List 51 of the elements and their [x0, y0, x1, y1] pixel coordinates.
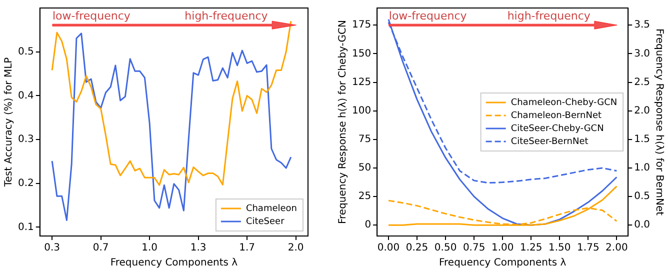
x-tick-label: 0.00: [377, 242, 400, 254]
y2-axis-title: Frequency Response h(λ) for BernNet: [653, 28, 664, 216]
x-axis-title: Frequency Components λ: [110, 258, 238, 269]
y-tick-label: 75: [358, 134, 372, 146]
y-tick-label: 50: [358, 162, 372, 174]
legend-label: Chameleon-Cheby-GCN: [510, 98, 618, 108]
legend-label: CiteSeer-BernNet: [510, 136, 589, 147]
x-tick-label: 1.50: [548, 242, 571, 254]
y2-tick-label: 2.5: [634, 76, 650, 88]
y-tick-label: 125: [352, 76, 372, 88]
y2-tick-label: 0.5: [634, 191, 650, 202]
legend-label: Chameleon-BernNet: [510, 110, 602, 121]
y-axis-title: Frequency Response h(λ) for Cheby-GCN: [338, 20, 349, 224]
x-tick-label: 0.3: [44, 242, 60, 254]
annotation: high-frequency: [507, 9, 591, 22]
annotation: high-frequency: [184, 9, 268, 22]
x-tick-label: 1.0: [142, 242, 158, 254]
annotation: low-frequency: [388, 9, 468, 22]
y2-tick-label: 1.5: [634, 134, 650, 146]
x-tick-label: 0.7: [92, 242, 109, 254]
y-tick-label: 0.3: [18, 134, 34, 146]
y-tick-label: 150: [352, 48, 372, 60]
legend-label: Chameleon: [246, 204, 298, 214]
y2-tick-label: 3.5: [634, 20, 650, 31]
x-tick-label: 0.25: [406, 242, 428, 254]
annotation: low-frequency: [52, 9, 131, 22]
y2-tick-label: 0.0: [634, 220, 650, 231]
y-tick-label: 0.2: [18, 178, 34, 189]
x-tick-label: 2.0: [288, 242, 304, 254]
x-tick-label: 1.7: [239, 242, 256, 254]
y-tick-label: 25: [358, 191, 372, 202]
y-tick-label: 0: [364, 220, 372, 231]
x-tick-label: 1.3: [190, 242, 206, 254]
y2-tick-label: 3.0: [634, 48, 650, 60]
y-tick-label: 0.5: [18, 46, 34, 58]
x-tick-label: 0.50: [434, 242, 457, 254]
x-tick-label: 1.75: [577, 242, 600, 254]
y-axis-title: Test Accuracy (%) for MLP: [4, 57, 15, 188]
x-tick-label: 1.25: [520, 242, 542, 254]
legend-label: CiteSeer: [246, 216, 285, 227]
y2-tick-label: 1.0: [634, 162, 650, 174]
y2-tick-label: 2.0: [634, 105, 650, 116]
x-tick-label: 2.00: [606, 242, 628, 254]
x-axis-title: Frequency Components λ: [438, 258, 566, 269]
y-tick-label: 0.1: [18, 222, 34, 233]
y-tick-label: 175: [352, 20, 372, 31]
x-tick-label: 1.00: [491, 242, 514, 254]
y-tick-label: 0.4: [18, 90, 34, 102]
legend-label: CiteSeer-Cheby-GCN: [510, 124, 604, 134]
x-tick-label: 0.75: [462, 242, 486, 254]
y-tick-label: 100: [352, 105, 372, 116]
